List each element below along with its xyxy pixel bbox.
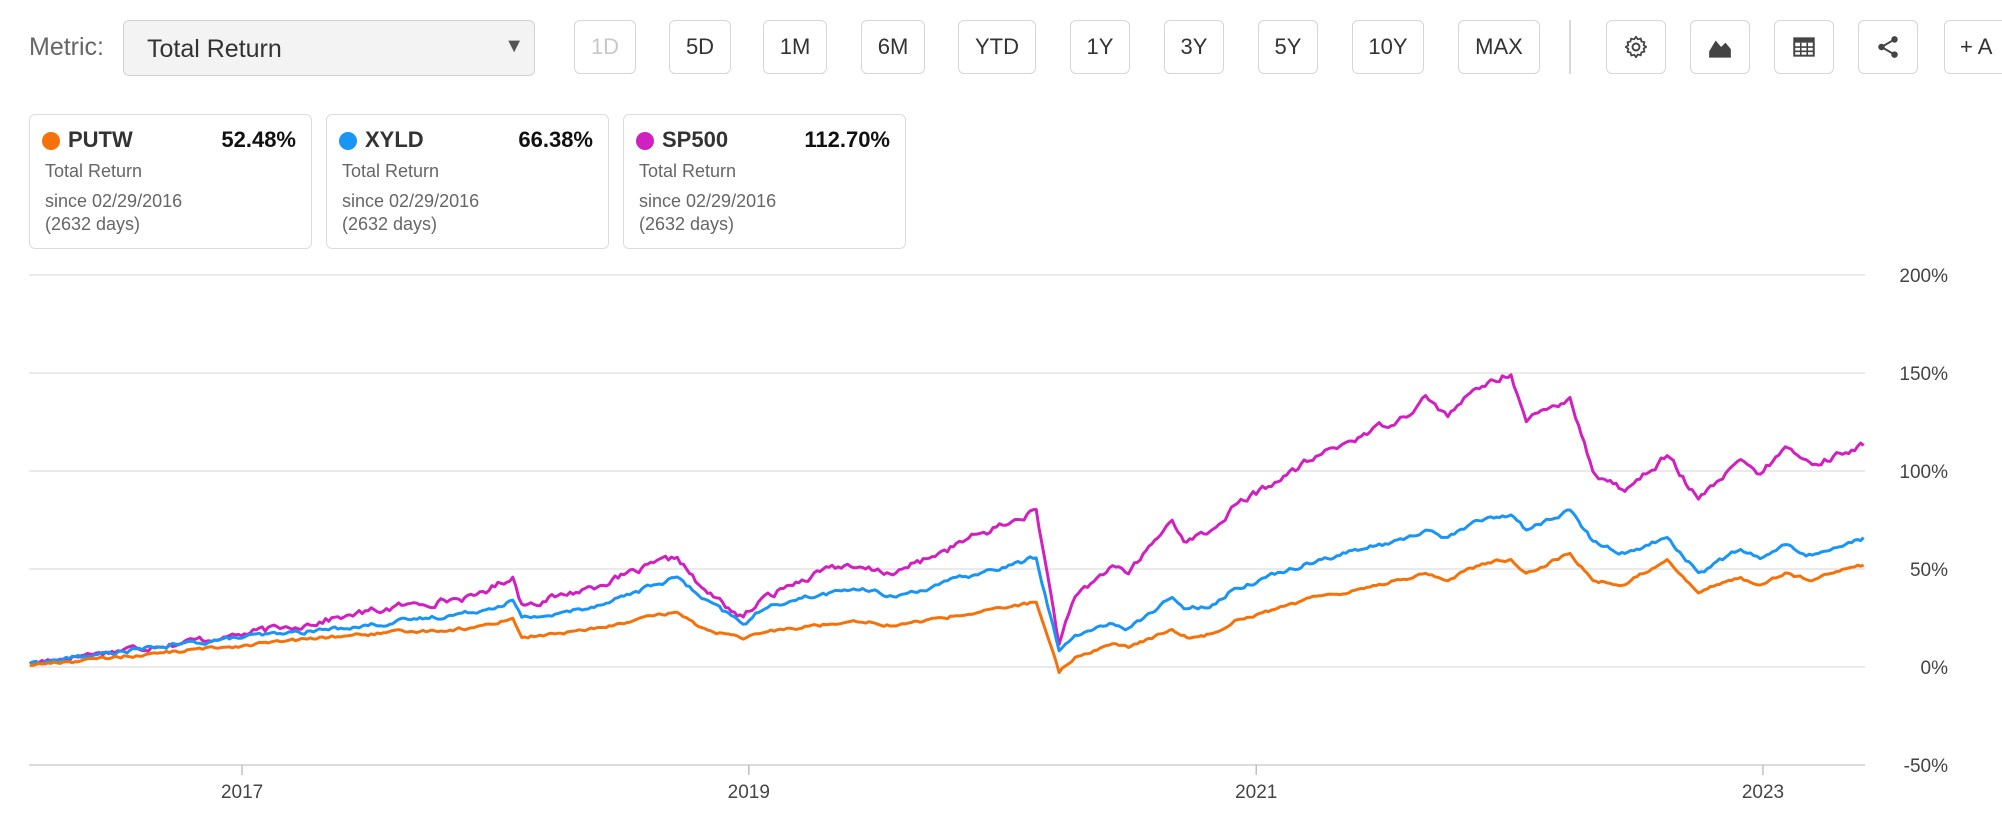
chart-grid (29, 274, 1865, 766)
card-value: 66.38% (518, 127, 593, 152)
chevron-down-icon: ▼ (504, 35, 524, 57)
metric-select[interactable]: Total Return ▼ (123, 20, 535, 76)
period-button-5y[interactable]: 5Y (1258, 20, 1318, 74)
chart-type-button[interactable] (1690, 20, 1750, 74)
y-tick-label: 0% (1921, 658, 1949, 679)
period-button-3y[interactable]: 3Y (1164, 20, 1224, 74)
metric-select-value: Total Return (147, 35, 282, 63)
summary-card-sp500: SP500 112.70% Total Return since 02/29/2… (623, 114, 906, 249)
metric-label: Metric: (29, 33, 104, 61)
series-line-putw (29, 552, 1865, 674)
card-value: 112.70% (804, 127, 890, 152)
share-icon (1878, 36, 1898, 58)
period-button-1y[interactable]: 1Y (1070, 20, 1130, 74)
x-tick-label: 2017 (221, 782, 263, 803)
period-button-5d[interactable]: 5D (669, 20, 731, 74)
x-tick-label: 2023 (1742, 782, 1784, 803)
add-comparison-button[interactable]: + A (1944, 20, 2002, 74)
gear-icon (1624, 35, 1648, 59)
chart-series (29, 373, 1865, 674)
table-icon (1793, 37, 1815, 57)
x-tick-label: 2021 (1235, 782, 1277, 803)
period-button-1d[interactable]: 1D (574, 20, 636, 74)
card-since-date: since 02/29/2016 (342, 191, 480, 211)
y-tick-label: 100% (1899, 462, 1948, 483)
card-ticker: SP500 (662, 127, 729, 152)
settings-button[interactable] (1606, 20, 1666, 74)
card-days: (2632 days) (342, 214, 438, 234)
card-days: (2632 days) (45, 214, 141, 234)
period-button-max[interactable]: MAX (1458, 20, 1540, 74)
y-axis: 200% 150% 100% 50% 0% -50% (1899, 266, 1948, 777)
card-since-date: since 02/29/2016 (45, 191, 183, 211)
card-ticker: XYLD (365, 127, 424, 152)
y-tick-label: 200% (1899, 266, 1948, 287)
total-return-chart[interactable]: 200% 150% 100% 50% 0% -50% 2017 2019 2021 2023 (0, 255, 2002, 838)
card-value: 52.48% (221, 127, 296, 152)
toolbar-divider (1569, 20, 1571, 74)
series-color-dot (42, 132, 60, 150)
series-line-xyld (29, 508, 1865, 666)
card-ticker: PUTW (68, 127, 133, 152)
x-axis: 2017 2019 2021 2023 (221, 765, 1784, 803)
series-color-dot (339, 132, 357, 150)
card-metric-type: Total Return (45, 161, 143, 181)
card-metric-type: Total Return (342, 161, 440, 181)
y-tick-label: 50% (1910, 560, 1948, 581)
x-tick-label: 2019 (728, 782, 770, 803)
period-button-10y[interactable]: 10Y (1352, 20, 1424, 74)
toolbar: Metric: Total Return ▼ 1D 5D 1M 6M YTD 1… (0, 0, 2002, 98)
card-metric-type: Total Return (639, 161, 737, 181)
series-color-dot (636, 132, 654, 150)
summary-card-putw: PUTW 52.48% Total Return since 02/29/201… (29, 114, 312, 249)
y-tick-label: -50% (1904, 756, 1948, 777)
period-button-ytd[interactable]: YTD (958, 20, 1036, 74)
card-since-date: since 02/29/2016 (639, 191, 777, 211)
summary-card-xyld: XYLD 66.38% Total Return since 02/29/201… (326, 114, 609, 249)
card-days: (2632 days) (639, 214, 735, 234)
period-button-1m[interactable]: 1M (763, 20, 827, 74)
period-button-6m[interactable]: 6M (861, 20, 925, 74)
area-chart-icon (1709, 40, 1731, 58)
y-tick-label: 150% (1899, 364, 1948, 385)
series-line-sp500 (29, 373, 1865, 665)
share-button[interactable] (1858, 20, 1918, 74)
table-view-button[interactable] (1774, 20, 1834, 74)
